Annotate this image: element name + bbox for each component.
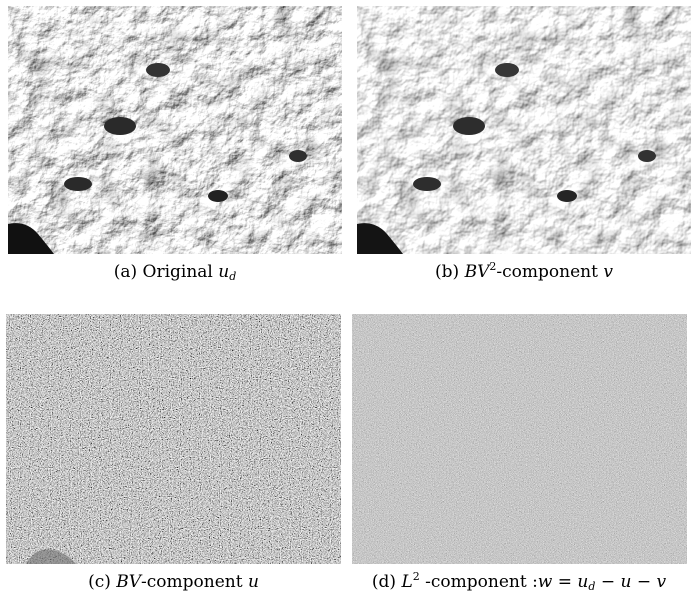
noise-texture-bv-component: [6, 314, 341, 564]
photo-texture-original: [8, 6, 342, 254]
photo-texture-bv2-component: [357, 6, 691, 254]
caption-c: (c) BV-component u: [88, 572, 259, 592]
noise-texture-l2-component: [352, 314, 687, 564]
caption-d: (d) L2 -component :w = ud − u − v: [371, 570, 667, 593]
panel-d-l2-component-image: [352, 314, 687, 564]
caption-b: (b) BV2-component v: [435, 260, 613, 282]
panel-c-bv-component-image: [6, 314, 341, 564]
panel-b-bv2-component-image: [357, 6, 691, 254]
panel-a-original-image: [8, 6, 342, 254]
caption-a: (a) Original ud: [113, 262, 237, 283]
